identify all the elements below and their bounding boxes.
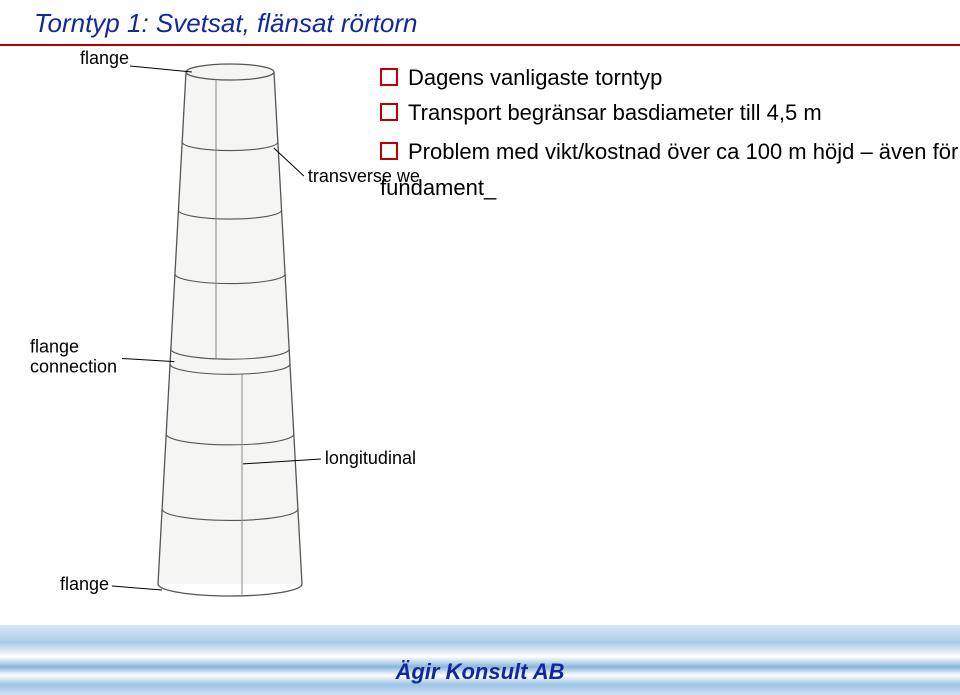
svg-text:flange: flange: [80, 48, 129, 68]
bullet-icon: [380, 103, 398, 121]
bullet-item: Transport begränsar basdiameter till 4,5…: [380, 95, 960, 130]
tower-diagram: flangetransverse weldflangeconnectionlon…: [0, 44, 420, 629]
bullet-item: Problem med vikt/kostnad över ca 100 m h…: [380, 134, 960, 204]
bullet-icon: [380, 68, 398, 86]
bullet-text: Transport begränsar basdiameter till 4,5…: [408, 100, 822, 125]
bullet-icon: [380, 142, 398, 160]
svg-text:flange: flange: [60, 574, 109, 594]
svg-text:longitudinal weld: longitudinal weld: [325, 448, 420, 468]
bullet-list: Dagens vanligaste torntyp Transport begr…: [380, 60, 960, 205]
svg-text:connection: connection: [30, 357, 117, 377]
footer-bar: Ägir Konsult AB: [0, 625, 960, 695]
bullet-text: Problem med vikt/kostnad över ca 100 m h…: [380, 139, 958, 199]
footer-text: Ägir Konsult AB: [395, 659, 564, 684]
page-title: Torntyp 1: Svetsat, flänsat rörtorn: [34, 8, 417, 39]
bullet-item: Dagens vanligaste torntyp: [380, 60, 960, 95]
bullet-text: Dagens vanligaste torntyp: [408, 65, 662, 90]
svg-text:flange: flange: [30, 337, 79, 357]
